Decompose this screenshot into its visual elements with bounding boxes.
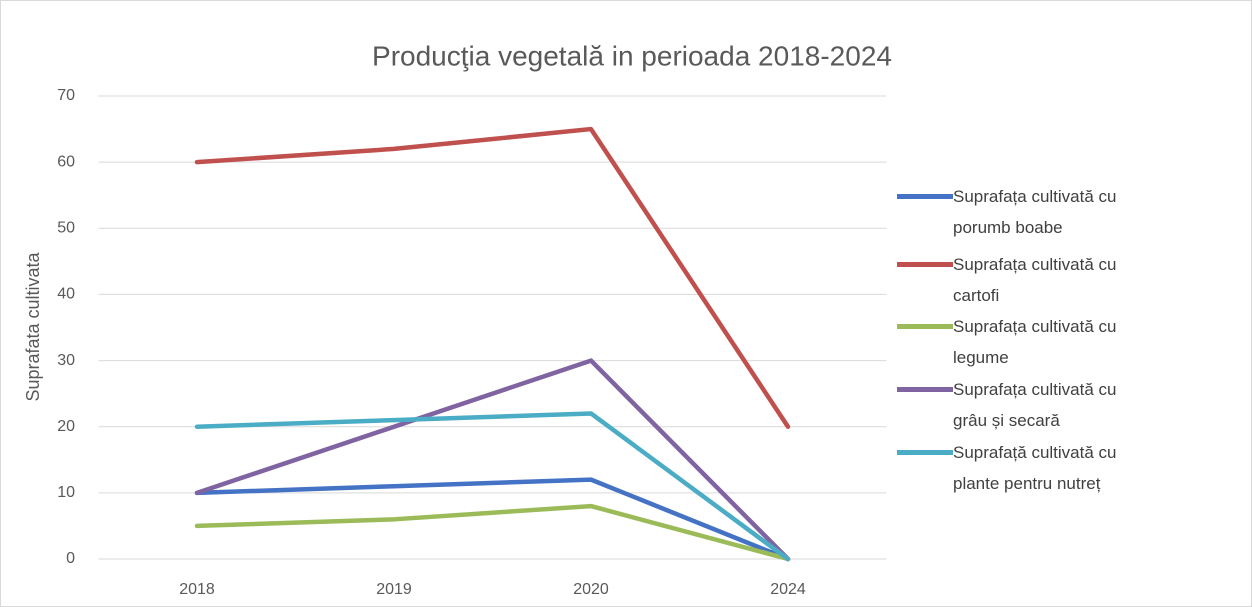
y-tick-label: 0: [66, 550, 75, 567]
legend-item: Suprafața cultivată cu legume: [897, 311, 1247, 373]
y-tick-label: 60: [57, 153, 75, 170]
legend-swatch: [897, 387, 953, 392]
legend-item: Suprafața cultivată cu grâu și secară: [897, 374, 1247, 436]
chart-title: Producţia vegetală in perioada 2018-2024: [372, 40, 892, 71]
x-tick-label: 2024: [770, 581, 806, 598]
legend-item: Suprafața cultivată cu cartofi: [897, 249, 1247, 311]
series-line: [194, 477, 791, 562]
y-tick-label: 30: [57, 352, 75, 369]
legend-item: Suprafața cultivată cu porumb boabe: [897, 181, 1247, 243]
y-tick-label: 20: [57, 418, 75, 435]
y-axis-label: Suprafata cultivata: [23, 251, 43, 401]
y-tick-label: 50: [57, 220, 75, 237]
series-line: [194, 358, 791, 562]
legend-label: Suprafața cultivată cu legume: [953, 317, 1117, 367]
legend-label: Suprafața cultivată cu grâu și secară: [953, 380, 1117, 430]
series-line: [194, 411, 791, 562]
legend-item: Suprafață cultivată cu plante pentru nut…: [897, 437, 1247, 499]
legend-swatch: [897, 194, 953, 199]
x-tick-label: 2020: [573, 581, 609, 598]
legend-label: Suprafață cultivată cu plante pentru nut…: [953, 443, 1117, 493]
legend-label: Suprafața cultivată cu porumb boabe: [953, 187, 1117, 237]
legend-label: Suprafața cultivată cu cartofi: [953, 255, 1117, 305]
legend-swatch: [897, 262, 953, 267]
series-line: [194, 503, 791, 562]
y-tick-label: 70: [57, 87, 75, 104]
series-line: [194, 126, 791, 429]
x-tick-label: 2018: [179, 581, 215, 598]
legend-swatch: [897, 450, 953, 455]
y-tick-label: 40: [57, 286, 75, 303]
legend-swatch: [897, 324, 953, 329]
x-tick-label: 2019: [376, 581, 412, 598]
y-tick-label: 10: [57, 484, 75, 501]
